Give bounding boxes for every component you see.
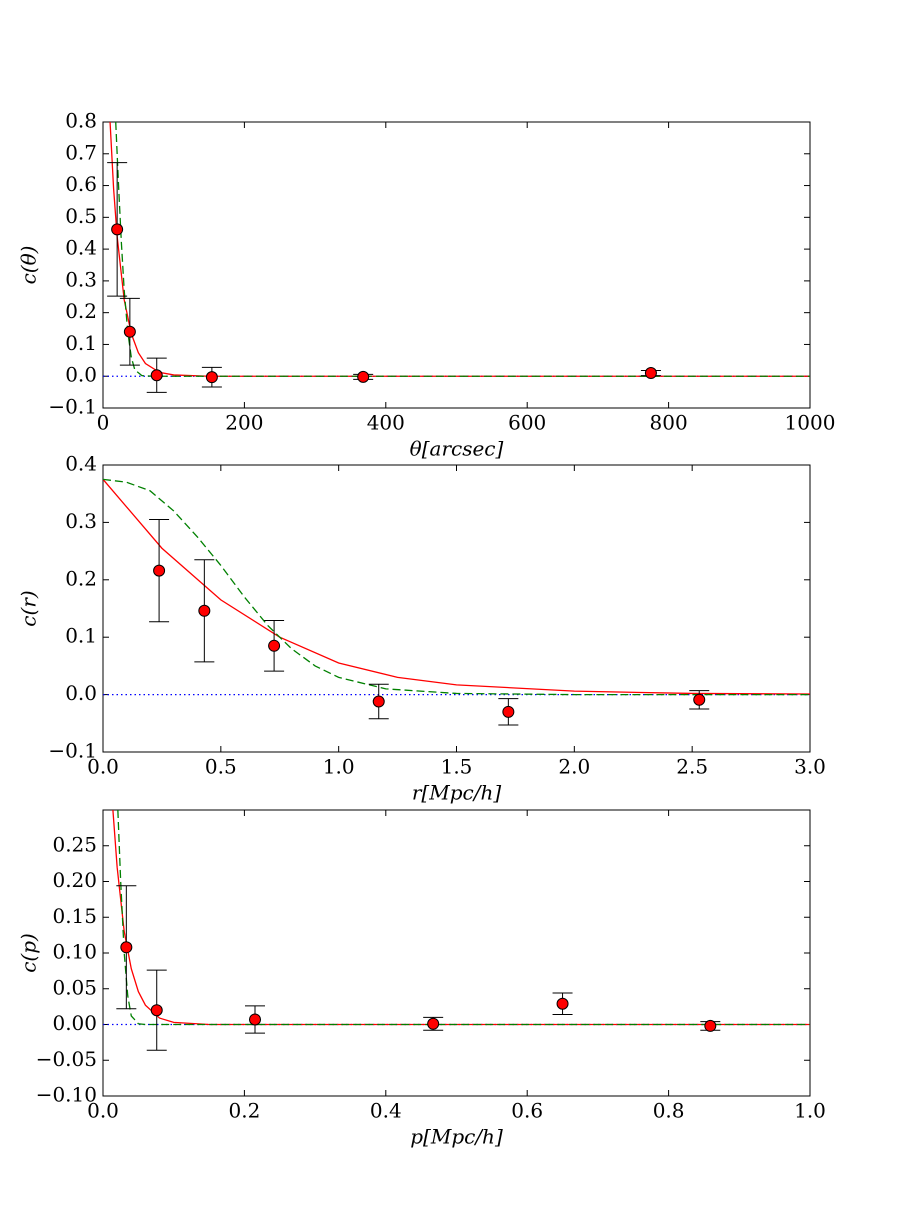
- y-tick-label: −0.05: [36, 1047, 97, 1071]
- y-axis-label: c(p): [17, 933, 41, 973]
- x-tick-label: 1.5: [441, 755, 473, 779]
- y-tick-label: 0.5: [65, 204, 97, 228]
- x-tick-label: 0.0: [87, 1099, 119, 1123]
- y-tick-label: 0.10: [52, 940, 97, 964]
- x-tick-label: 3.0: [794, 755, 826, 779]
- y-tick-label: 0.2: [65, 566, 97, 590]
- y-tick-label: 0.05: [52, 975, 97, 999]
- data-point: [150, 1004, 163, 1017]
- y-axis-label: c(θ): [17, 246, 41, 285]
- model-line: [103, 478, 810, 695]
- data-point: [120, 941, 133, 954]
- data-point: [502, 705, 515, 718]
- panel: 0.0 0.5 1.0 1.5 2.0 2.5 3.0−0.10.00.10.20.30.4…: [17, 452, 826, 805]
- y-tick-label: 0.20: [52, 868, 97, 892]
- model-line: [109, 122, 810, 377]
- x-tick-label: 0: [97, 411, 110, 435]
- data-point: [693, 693, 706, 706]
- x-tick-label: 0.2: [228, 1099, 260, 1123]
- model-line: [112, 810, 810, 1026]
- x-tick-label: 0.5: [205, 755, 237, 779]
- x-tick-label: 1.0: [323, 755, 355, 779]
- x-tick-label: 2.5: [676, 755, 708, 779]
- x-tick-label: 0.0: [87, 755, 119, 779]
- x-tick-label: 0.6: [511, 1099, 543, 1123]
- plot-area: [103, 122, 810, 377]
- x-tick-label: 200: [225, 411, 263, 435]
- x-tick-label: 0.4: [370, 1099, 402, 1123]
- y-tick-label: 0.0: [65, 363, 97, 387]
- x-tick-label: 1000: [785, 411, 836, 435]
- data-point: [427, 1017, 440, 1030]
- data-point: [704, 1019, 717, 1032]
- data-point: [372, 695, 385, 708]
- panel: 0 200 400 600 800 1000 −0.1 0.0 0.1 0.2 0.3 0.4 0.5 0…: [17, 109, 836, 461]
- y-axis-label: c(r): [17, 590, 41, 626]
- x-tick-label: 400: [367, 411, 405, 435]
- y-tick-label: −0.1: [48, 395, 97, 419]
- plot-frame: [102, 809, 811, 1097]
- y-tick-label: −0.1: [48, 739, 97, 763]
- y-tick-label: 0.4: [65, 452, 97, 476]
- plot-area: [103, 478, 810, 696]
- x-axis-label: p[Mpc/h]: [410, 1125, 503, 1149]
- data-point: [644, 367, 657, 380]
- y-tick-label: −0.10: [36, 1083, 97, 1107]
- model-line: [103, 478, 810, 696]
- data-point: [268, 639, 281, 652]
- y-tick-label: 0.8: [65, 109, 97, 133]
- panel: 0.0 0.2 0.4 0.6 0.8 1.0 −0.10 −0.05 0.00 0.05 0.10…: [17, 809, 826, 1149]
- x-tick-label: 600: [508, 411, 546, 435]
- data-point: [198, 604, 211, 617]
- model-line: [115, 122, 810, 377]
- y-tick-label: 0.1: [65, 331, 97, 355]
- y-tick-label: 0.6: [65, 172, 97, 196]
- data-point: [153, 564, 166, 577]
- data-point: [205, 371, 218, 384]
- data-point: [249, 1013, 262, 1026]
- plot-frame: [102, 121, 811, 409]
- y-tick-label: 0.4: [65, 236, 97, 260]
- y-tick-label: 0.00: [52, 1011, 97, 1035]
- plot-area: [103, 810, 810, 1026]
- y-tick-label: 0.1: [65, 624, 97, 648]
- y-tick-label: 0.7: [65, 140, 97, 164]
- data-point: [123, 325, 136, 338]
- x-tick-label: 800: [650, 411, 688, 435]
- x-axis-label: r[Mpc/h]: [412, 781, 501, 805]
- x-tick-label: 2.0: [558, 755, 590, 779]
- y-tick-label: 0.2: [65, 299, 97, 323]
- x-tick-label: 0.8: [653, 1099, 685, 1123]
- data-point: [556, 997, 569, 1010]
- y-tick-label: 0.3: [65, 267, 97, 291]
- data-point: [111, 223, 124, 236]
- x-axis-label: θ[arcsec]: [410, 437, 504, 461]
- x-tick-label: 1.0: [794, 1099, 826, 1123]
- y-tick-label: 0.0: [65, 681, 97, 705]
- y-tick-label: 0.25: [52, 832, 97, 856]
- y-tick-label: 0.3: [65, 509, 97, 533]
- data-point: [357, 370, 370, 383]
- y-tick-label: 0.15: [52, 904, 97, 928]
- model-line: [117, 810, 810, 1026]
- data-point: [150, 369, 163, 382]
